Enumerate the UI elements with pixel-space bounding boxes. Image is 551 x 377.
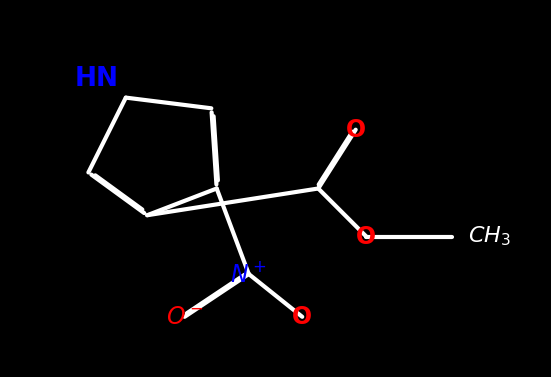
Text: $CH_3$: $CH_3$ xyxy=(468,225,511,248)
Text: $O^-$: $O^-$ xyxy=(166,305,203,329)
Text: O: O xyxy=(345,118,366,142)
Text: O: O xyxy=(356,225,376,248)
Text: HN: HN xyxy=(74,66,118,92)
Text: O: O xyxy=(292,305,312,329)
Text: $N^+$: $N^+$ xyxy=(230,262,267,287)
